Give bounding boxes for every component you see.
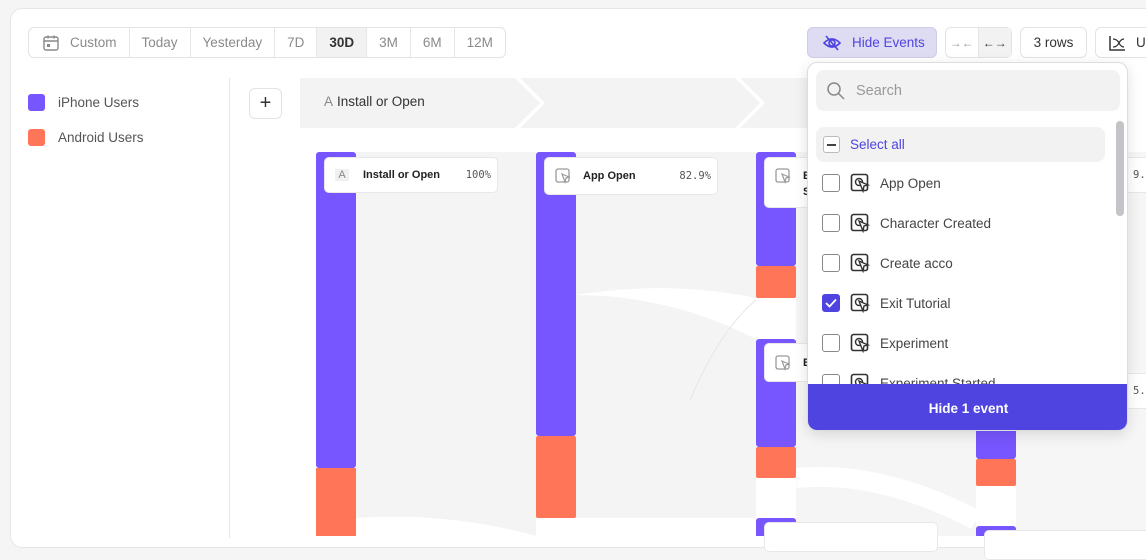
node-percent: 9.7% [1133,169,1146,181]
search-input[interactable]: Search [816,70,1120,111]
event-cursor-icon [850,213,870,233]
date-range-yesterday[interactable]: Yesterday [191,28,276,57]
hide-events-submit-button[interactable]: Hide 1 event [808,384,1127,430]
node-card[interactable]: A Install or Open 100% [324,157,498,193]
legend-swatch [28,129,45,146]
flow-gap [356,516,536,536]
event-checkbox[interactable] [822,174,840,192]
rows-label: 3 rows [1033,35,1074,50]
event-checkbox[interactable] [822,294,840,312]
date-range-7d[interactable]: 7D [275,28,318,57]
event-cursor-icon [850,253,870,273]
bar-android[interactable] [756,266,796,298]
hide-events-dropdown: Search Select all App Open Character Crea… [807,62,1128,431]
hide-events-button[interactable]: Hide Events [807,27,937,58]
submit-label: Hide 1 event [928,400,1009,416]
date-range-6m[interactable]: 6M [411,28,455,57]
event-option-label: Exit Tutorial [880,295,951,311]
date-range-12m[interactable]: 12M [466,35,493,50]
event-cursor-icon [775,354,791,371]
eye-slash-icon [822,34,842,51]
step-letter: A [324,94,334,109]
event-option-label: App Open [880,175,941,191]
expand-icon[interactable]: ←→ [978,28,1011,57]
event-checkbox[interactable] [822,214,840,232]
search-placeholder: Search [856,82,902,99]
legend-item-iphone[interactable]: iPhone Users [28,94,139,111]
scrollbar-thumb[interactable] [1116,121,1124,216]
event-option-label: Create acco [880,255,953,271]
step-header-a [300,78,540,128]
node-label: E [803,357,810,369]
event-option[interactable]: Experiment [822,333,948,353]
date-range-30d[interactable]: 30D [317,28,368,57]
legend-swatch [28,94,45,111]
chart-type-label: U [1136,35,1146,50]
step-header-b [520,78,760,128]
event-cursor-icon [850,333,870,353]
flow-link [356,152,536,536]
select-all-row[interactable]: Select all [816,127,1105,162]
event-option[interactable]: Create acco [822,253,953,273]
event-option-label: Experiment [880,335,949,351]
legend-label: iPhone Users [58,95,140,110]
check-icon [825,298,837,308]
bar-iphone[interactable] [536,152,576,436]
expand-collapse-toggle: →← ←→ [945,27,1012,58]
node-percent: 82.9% [679,170,711,182]
step-name: Install or Open [337,94,425,109]
bar-android[interactable] [756,447,796,478]
select-all-label: Select all [850,137,905,152]
node-label: S [803,186,810,198]
date-range-label: Custom [70,35,117,50]
step-letter-badge: A [335,169,349,181]
node-card[interactable]: App Open 82.9% [544,157,718,195]
event-option[interactable]: Exit Tutorial [822,293,951,313]
node-label: E [803,170,810,182]
node-card[interactable] [764,522,938,552]
legend-item-android[interactable]: Android Users [28,129,144,146]
search-icon [827,81,845,100]
event-checkbox[interactable] [822,334,840,352]
line-chart-icon [1109,35,1125,51]
bar-android[interactable] [976,459,1016,486]
node-label: Install or Open [363,169,441,181]
add-step-button[interactable]: + [249,88,282,119]
date-range-today[interactable]: Today [130,28,191,57]
hide-events-label: Hide Events [852,35,925,50]
rows-button[interactable]: 3 rows [1020,27,1087,58]
event-option[interactable]: Character Created [822,213,991,233]
legend-label: Android Users [58,130,144,145]
select-all-checkbox[interactable] [823,136,840,153]
event-cursor-icon [555,168,571,184]
date-range-selector: Custom Today Yesterday 7D 30D 3M 6M 12M [28,27,506,58]
chart-type-button[interactable]: U [1095,27,1146,58]
date-range-custom[interactable]: Custom [29,28,130,57]
bar-android[interactable] [316,468,356,536]
flow-link [576,152,756,518]
event-cursor-icon [850,173,870,193]
node-percent: 5.7% [1133,385,1146,397]
node-label: App Open [583,170,636,182]
node-card[interactable] [984,530,1146,560]
divider [229,78,230,538]
event-checkbox[interactable] [822,254,840,272]
bar-iphone[interactable] [316,152,356,468]
node-percent: 100% [465,169,491,181]
event-option-label: Character Created [880,215,992,231]
event-cursor-icon [850,293,870,313]
date-range-3m[interactable]: 3M [367,28,411,57]
collapse-icon[interactable]: →← [946,28,979,57]
calendar-icon [43,35,59,51]
event-cursor-icon [775,168,791,184]
flow-link-line [689,299,757,401]
event-option[interactable]: App Open [822,173,941,193]
bar-android[interactable] [536,436,576,518]
step-header-label[interactable]: A Install or Open [324,94,425,109]
